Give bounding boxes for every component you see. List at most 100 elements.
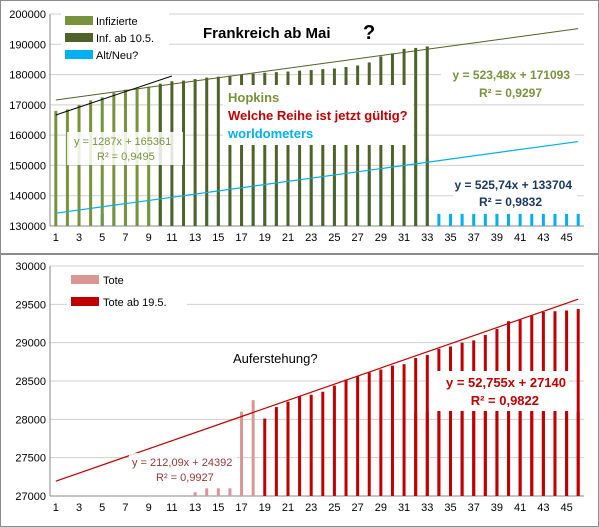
- bar: [321, 391, 325, 496]
- bar: [193, 492, 197, 496]
- legend-swatch: [71, 297, 99, 306]
- bar: [507, 213, 511, 226]
- x-tick-label: 35: [444, 232, 456, 244]
- trend-equation-pink: y = 212,09x + 24392: [132, 457, 232, 469]
- bar: [332, 68, 336, 226]
- legend-swatch: [65, 50, 93, 59]
- bar: [240, 411, 244, 496]
- trendline: [55, 298, 579, 482]
- x-tick-label: 3: [76, 502, 82, 514]
- bar: [437, 411, 441, 496]
- y-tick-label: 29500: [15, 299, 46, 311]
- bar: [425, 46, 429, 226]
- x-tick-label: 23: [305, 232, 317, 244]
- x-tick-label: 29: [375, 232, 387, 244]
- chart-title: Frankreich ab Mai: [203, 25, 331, 42]
- x-tick-label: 5: [99, 502, 105, 514]
- bar: [65, 109, 69, 226]
- y-tick-label: 28000: [15, 414, 46, 426]
- bar: [553, 213, 557, 226]
- x-tick-label: 19: [259, 502, 271, 514]
- bar: [228, 488, 232, 496]
- trend-equation-green: y = 523,48x + 171093: [453, 68, 571, 82]
- bar: [344, 379, 348, 496]
- trend-equation-blue: y = 525,74x + 133704: [455, 178, 573, 192]
- legend-label: Inf. ab 10.5.: [96, 33, 154, 45]
- bar: [414, 47, 418, 226]
- x-tick-label: 37: [468, 502, 480, 514]
- x-tick-label: 31: [398, 232, 410, 244]
- x-tick-label: 7: [122, 232, 128, 244]
- bar: [495, 411, 499, 496]
- x-tick-label: 45: [560, 232, 572, 244]
- x-tick-label: 25: [328, 232, 340, 244]
- trendline: [55, 140, 579, 214]
- x-tick-label: 39: [491, 502, 503, 514]
- bar: [576, 308, 580, 496]
- y-tick-label: 180000: [9, 70, 46, 82]
- x-tick-label: 31: [398, 502, 410, 514]
- bar: [437, 213, 441, 226]
- x-tick-label: 17: [235, 502, 247, 514]
- bar: [240, 74, 244, 226]
- x-tick-label: 33: [421, 232, 433, 244]
- trend-r2-green: R² = 0,9297: [479, 86, 542, 100]
- trend-equation-black: y = 1287x + 165361: [74, 136, 171, 148]
- y-tick-label: 150000: [9, 160, 46, 172]
- bar: [228, 75, 232, 226]
- legend-swatch: [71, 275, 99, 284]
- x-tick-label: 11: [166, 502, 177, 514]
- annotation-auferstehung: Auferstehung?: [233, 351, 318, 366]
- y-tick-label: 29000: [15, 338, 46, 350]
- legend-swatch: [65, 33, 93, 42]
- y-tick-label: 130000: [9, 221, 46, 233]
- bar: [205, 488, 209, 496]
- x-tick-label: 33: [421, 502, 433, 514]
- bar: [414, 411, 418, 496]
- x-tick-label: 13: [189, 232, 201, 244]
- x-tick-label: 1: [53, 232, 59, 244]
- equation-bg: [129, 453, 237, 483]
- bar: [367, 372, 371, 496]
- bar: [321, 69, 325, 227]
- x-tick-label: 25: [328, 502, 340, 514]
- x-tick-label: 39: [491, 232, 503, 244]
- bar: [449, 411, 452, 496]
- y-tick-label: 170000: [9, 100, 46, 112]
- annotation-hopkins: Hopkins: [228, 90, 279, 105]
- trend-r2-red: R² = 0,9822: [471, 393, 539, 408]
- bar: [541, 213, 545, 226]
- trendline: [55, 75, 173, 116]
- bar: [54, 110, 58, 226]
- y-tick-label: 28500: [15, 376, 46, 388]
- bar: [216, 76, 220, 226]
- bar: [286, 401, 290, 496]
- trend-r2-blue: R² = 0,9832: [479, 195, 542, 209]
- x-tick-label: 37: [468, 232, 480, 244]
- annotation-box: [223, 85, 413, 145]
- x-tick-label: 3: [76, 232, 82, 244]
- equation-bg: [453, 175, 577, 211]
- x-tick-label: 11: [166, 232, 177, 244]
- title-question-mark: ?: [363, 22, 375, 44]
- x-tick-label: 23: [305, 502, 317, 514]
- x-tick-label: 41: [514, 502, 526, 514]
- bar: [356, 376, 360, 496]
- bar: [263, 72, 267, 226]
- bar: [530, 411, 534, 496]
- x-tick-label: 1: [53, 502, 59, 514]
- x-tick-label: 15: [212, 232, 224, 244]
- bar: [182, 80, 185, 226]
- x-tick-label: 5: [99, 232, 105, 244]
- bar: [332, 385, 336, 496]
- bar: [298, 396, 302, 496]
- bar: [483, 411, 487, 496]
- y-tick-label: 27000: [15, 491, 46, 503]
- x-tick-label: 7: [122, 502, 128, 514]
- x-tick-label: 21: [282, 232, 294, 244]
- x-tick-label: 19: [259, 232, 271, 244]
- bar: [402, 364, 406, 496]
- x-tick-label: 27: [352, 502, 364, 514]
- bar: [553, 411, 557, 496]
- bar: [472, 213, 476, 226]
